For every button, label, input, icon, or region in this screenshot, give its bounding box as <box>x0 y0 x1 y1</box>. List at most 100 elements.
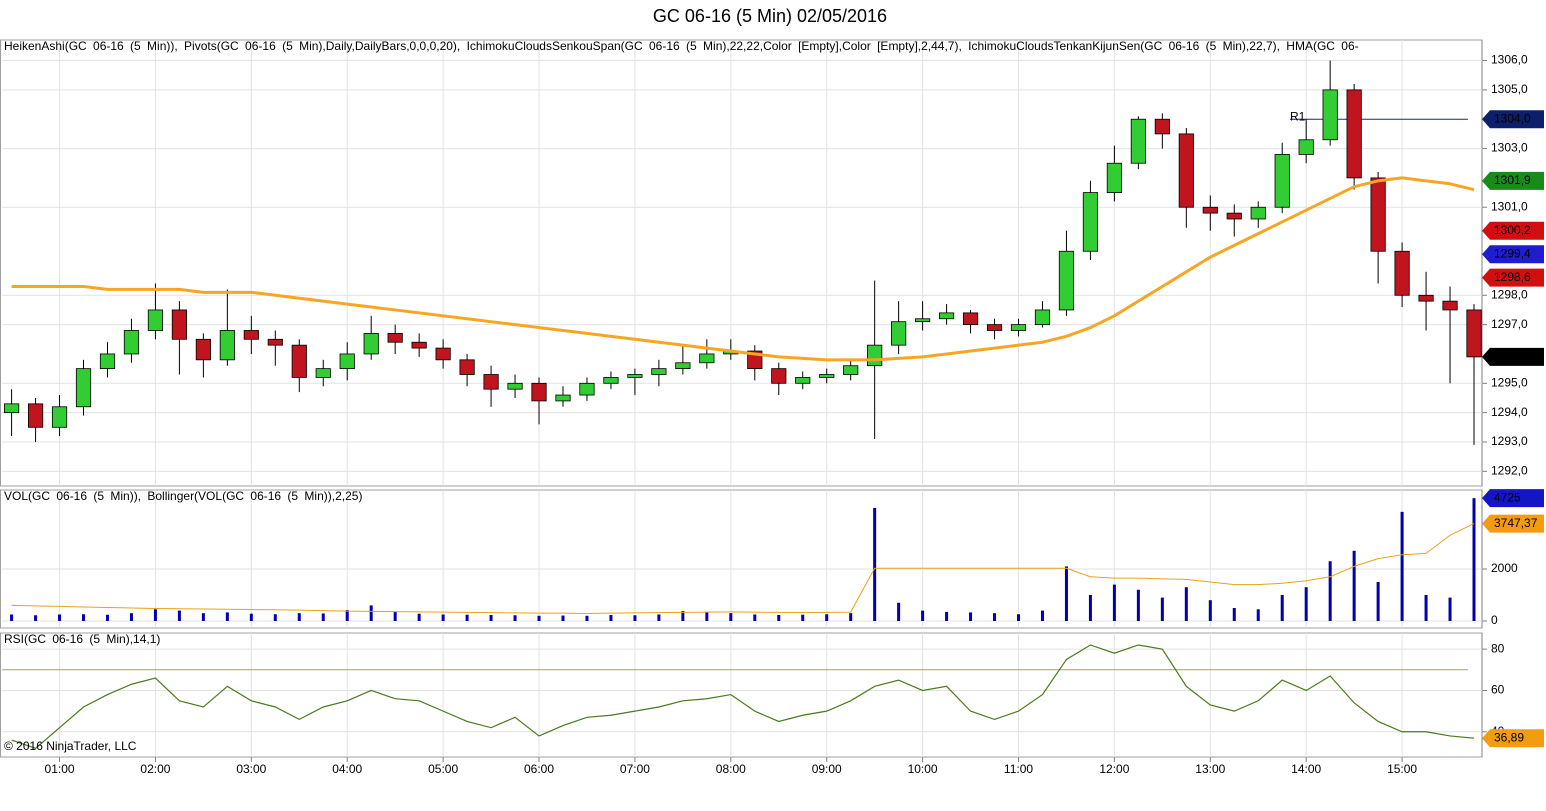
candle-body <box>507 382 523 390</box>
y-tick-label: 2000 <box>1491 561 1518 575</box>
y-tick-label: 1295,0 <box>1491 375 1528 389</box>
candle-body <box>627 374 643 378</box>
candle-body <box>363 333 379 355</box>
candle-body <box>51 406 68 428</box>
volume-bar <box>489 615 493 621</box>
candle-body <box>1202 206 1218 214</box>
candle-body <box>1010 324 1027 331</box>
volume-bar <box>537 615 541 621</box>
y-tick-label: 1305,0 <box>1491 82 1528 96</box>
candle-body <box>843 365 859 375</box>
volume-bar <box>969 612 973 621</box>
volume-bar <box>1376 582 1380 621</box>
candle-body <box>1394 250 1410 296</box>
candle-body <box>579 382 595 396</box>
y-tick-label: 1303,0 <box>1491 141 1528 155</box>
candle-body <box>891 321 907 346</box>
volume-bar <box>657 614 661 621</box>
candle-body <box>1442 300 1458 311</box>
candle-body <box>1346 89 1362 179</box>
volume-bar <box>1256 609 1260 621</box>
price-tag-label: 1295,9 <box>1494 349 1531 363</box>
candle-body <box>1178 133 1194 208</box>
volume-bar <box>1232 607 1236 621</box>
volume-bar <box>681 611 685 621</box>
volume-bar <box>1112 584 1116 621</box>
candle-body <box>675 362 691 370</box>
volume-bar <box>129 613 133 621</box>
volume-bar <box>321 613 325 621</box>
volume-bar <box>609 615 613 621</box>
x-tick-label: 02:00 <box>140 762 170 776</box>
candle-body <box>387 333 403 343</box>
volume-bar <box>465 614 469 621</box>
volume-bar <box>1136 589 1140 621</box>
y-tick-label: 1293,0 <box>1491 434 1528 448</box>
x-tick-label: 15:00 <box>1387 762 1417 776</box>
volume-bar <box>249 613 253 621</box>
volume-bar <box>1400 511 1404 621</box>
y-tick-label: 0 <box>1491 613 1498 627</box>
indicator-label: HeikenAshi(GC 06-16 (5 Min)), Pivots(GC … <box>4 39 1359 53</box>
price-tag-label: 3747,37 <box>1494 516 1538 530</box>
volume-bar <box>1088 594 1092 621</box>
price-tag-label: 1300,2 <box>1494 223 1531 237</box>
candle-body <box>147 309 164 331</box>
candle-body <box>339 353 355 370</box>
x-tick-label: 05:00 <box>428 762 458 776</box>
candle-body <box>291 344 307 378</box>
x-tick-label: 09:00 <box>812 762 842 776</box>
candle-body <box>1106 162 1122 193</box>
x-tick-label: 13:00 <box>1195 762 1225 776</box>
volume-bar <box>1280 594 1284 621</box>
candle-body <box>1226 212 1242 220</box>
volume-bar <box>777 615 781 621</box>
volume-bar <box>34 615 38 621</box>
volume-bar <box>105 614 109 621</box>
candle-body <box>938 312 955 320</box>
volume-bar <box>1160 597 1164 621</box>
volume-bar <box>825 614 829 621</box>
candle-body <box>315 368 331 378</box>
x-tick-label: 03:00 <box>236 762 266 776</box>
volume-bar <box>345 610 349 621</box>
volume-bar <box>393 611 397 621</box>
y-tick-label: 80 <box>1491 641 1505 655</box>
candle-body <box>603 377 619 384</box>
x-tick-label: 01:00 <box>45 762 75 776</box>
volume-bar <box>585 615 589 621</box>
candle-body <box>75 368 92 408</box>
candle-body <box>1154 118 1170 135</box>
candle-body <box>435 347 451 361</box>
price-tag <box>1482 489 1544 508</box>
rsi-line <box>11 644 1475 749</box>
candle-body <box>915 318 931 323</box>
price-tag-label: 1299,4 <box>1494 246 1531 260</box>
candle-body <box>867 344 883 367</box>
volume-bar <box>897 602 901 621</box>
candle-body <box>1034 309 1051 326</box>
volume-bar <box>513 615 517 621</box>
indicator-line <box>11 176 1475 362</box>
indicator-line <box>11 523 1475 614</box>
candle-body <box>27 403 44 428</box>
y-tick-label: 1298,0 <box>1491 287 1528 301</box>
volume-bar <box>177 610 181 621</box>
candle-body <box>1322 89 1338 141</box>
price-tag <box>1482 221 1544 240</box>
volume-bar <box>705 611 709 621</box>
candle-body <box>99 353 116 370</box>
x-tick-label: 07:00 <box>620 762 650 776</box>
level-label: R1 <box>1290 109 1306 123</box>
volume-bar <box>1472 498 1476 621</box>
price-tag <box>1482 110 1544 129</box>
price-tag <box>1482 268 1544 287</box>
volume-bar <box>1424 594 1428 621</box>
volume-bar <box>801 614 805 621</box>
volume-bar <box>945 611 949 621</box>
volume-bar <box>58 614 62 621</box>
volume-bar <box>561 615 565 621</box>
y-tick-label: 1294,0 <box>1491 405 1528 419</box>
price-tag-label: 1301,9 <box>1494 173 1531 187</box>
